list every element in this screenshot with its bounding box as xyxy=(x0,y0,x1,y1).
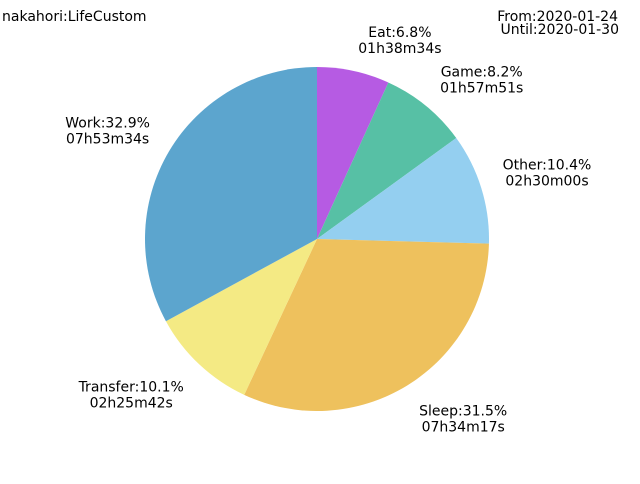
date-range: From:2020-01-24 Until:2020-01-30 xyxy=(497,9,619,38)
date-range-until: Until:2020-01-30 xyxy=(500,22,619,38)
slice-label-work: Work:32.9%07h53m34s xyxy=(65,116,150,148)
slice-label-sleep: Sleep:31.5%07h34m17s xyxy=(419,403,507,435)
slice-label-duration: 07h34m17s xyxy=(422,419,505,435)
slice-label-duration: 07h53m34s xyxy=(66,132,149,148)
slice-label-duration: 01h57m51s xyxy=(440,81,523,97)
slice-label-percent: Eat:6.8% xyxy=(368,25,431,41)
slice-label-eat: Eat:6.8%01h38m34s xyxy=(358,25,441,57)
slice-label-percent: Work:32.9% xyxy=(65,116,150,132)
pie-slice-game xyxy=(317,82,457,240)
pie-slice-other xyxy=(317,138,490,244)
slice-label-percent: Game:8.2% xyxy=(441,65,523,81)
pie-slice-transfer xyxy=(165,239,317,395)
slice-label-percent: Transfer:10.1% xyxy=(78,380,184,396)
slice-label-other: Other:10.4%02h30m00s xyxy=(503,158,592,190)
slice-label-duration: 02h30m00s xyxy=(505,174,588,190)
pie-slice-eat xyxy=(317,67,389,239)
slice-label-duration: 01h38m34s xyxy=(358,41,441,57)
pie-slice-sleep xyxy=(244,239,489,412)
date-range-from: From:2020-01-24 xyxy=(497,9,618,25)
slice-label-duration: 02h25m42s xyxy=(90,396,173,412)
pie-slice-work xyxy=(145,67,317,322)
slice-label-transfer: Transfer:10.1%02h25m42s xyxy=(78,380,184,412)
slice-label-percent: Sleep:31.5% xyxy=(419,403,507,419)
slice-label-game: Game:8.2%01h57m51s xyxy=(440,65,523,97)
slice-label-percent: Other:10.4% xyxy=(503,158,592,174)
chart-title: nakahori:LifeCustom xyxy=(2,9,147,25)
